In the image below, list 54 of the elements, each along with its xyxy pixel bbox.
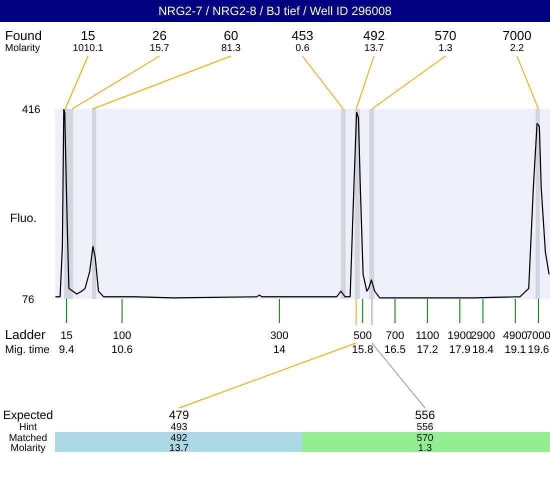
text: 4900 (503, 330, 528, 342)
text: 15.7 (150, 43, 170, 54)
text: 1010.1 (72, 43, 104, 54)
text: 13.7 (169, 443, 190, 454)
text: 2.2 (510, 43, 524, 54)
text: 556 (414, 408, 436, 422)
text: 556 (416, 422, 434, 433)
text: 81.3 (221, 43, 242, 54)
text: 300 (270, 330, 289, 342)
text: Molarity (10, 443, 46, 454)
annotation: 453 (292, 28, 314, 43)
text: 15 (60, 330, 73, 342)
annotation: 570 (434, 28, 456, 43)
text: 479 (168, 408, 190, 422)
text: 100 (112, 330, 132, 342)
text: Hint (19, 422, 38, 433)
text: 7000 (526, 330, 550, 342)
text: 1900 (448, 330, 472, 342)
x-tick-label: 17.9 (449, 344, 470, 356)
y-axis-title: Fluo. (10, 211, 37, 225)
text: 570 (416, 433, 434, 444)
text: 700 (386, 330, 404, 342)
text: Ladder (5, 327, 46, 342)
x-tick-label: 16.5 (384, 344, 406, 356)
text: Matched (8, 433, 48, 444)
text: 2900 (470, 330, 496, 342)
x-tick-label: 19.1 (504, 344, 526, 356)
text: 1.3 (438, 43, 453, 54)
x-tick-label: 10.6 (111, 344, 133, 356)
annotation: 492 (363, 28, 385, 43)
text: Found (5, 28, 42, 43)
text: 1.3 (418, 443, 432, 454)
x-tick-label: 17.2 (416, 344, 438, 356)
x-tick-label: 15.8 (352, 344, 374, 356)
y-tick-label: 76 (22, 294, 34, 306)
text: 13.7 (364, 43, 384, 54)
annotation: 60 (224, 28, 238, 43)
annotation: 7000 (502, 28, 532, 43)
annotation: 26 (152, 28, 167, 43)
annotation: 15 (80, 28, 96, 43)
text: 492 (170, 433, 188, 444)
text: Molarity (5, 43, 40, 54)
y-tick-label: 416 (22, 104, 40, 116)
x-tick-label: 18.4 (472, 344, 494, 356)
x-tick-label: 14 (273, 344, 286, 356)
text: 1100 (416, 330, 440, 342)
x-tick-label: 19.6 (528, 344, 550, 356)
chart-title: NRG2-7 / NRG2-8 / BJ tief / Well ID 296008 (0, 0, 550, 22)
text: Mig. time (5, 344, 50, 356)
text: 0.6 (296, 43, 310, 54)
x-tick-label: 9.4 (58, 344, 74, 356)
text: 500 (353, 330, 372, 342)
text: Expected (2, 408, 54, 422)
text: 493 (170, 422, 188, 433)
